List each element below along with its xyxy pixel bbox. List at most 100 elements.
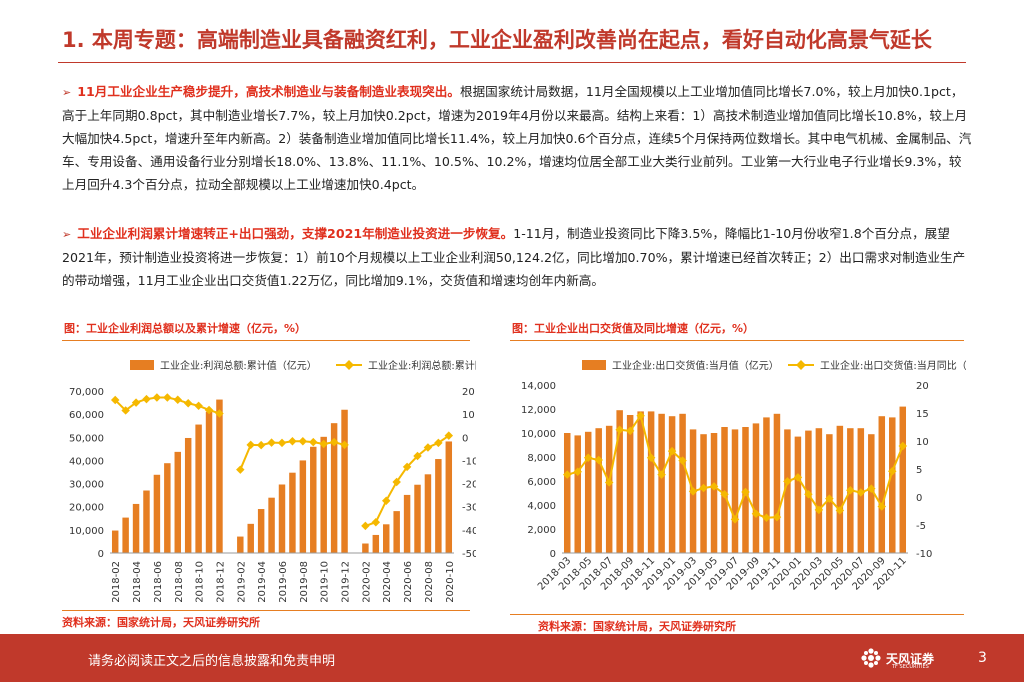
chart-1-source-rule	[62, 610, 470, 611]
y-left-tick-label: 70,000	[69, 387, 104, 398]
y-left-tick-label: 8,000	[527, 453, 556, 464]
point-2019-06	[277, 438, 287, 448]
point-2020-09	[877, 502, 887, 511]
x-tick-label: 2020-08	[424, 561, 435, 603]
point-2020-05	[835, 506, 845, 515]
point-2018-04	[573, 467, 582, 477]
y-right-tick-label: -5	[916, 521, 926, 532]
bar-2018-03	[122, 517, 129, 553]
logo-text: 天风证券	[886, 651, 935, 666]
chart-2-source: 资料来源：国家统计局，天风证券研究所	[538, 620, 736, 633]
point-2018-09	[625, 426, 635, 436]
point-2019-08	[298, 436, 308, 446]
bar-2020-09	[878, 416, 886, 553]
legend-bar-swatch	[130, 360, 154, 370]
bar-2019-05	[268, 497, 275, 553]
bar-2018-02	[111, 530, 119, 553]
bar-2019-08	[299, 460, 307, 553]
y-right-tick-label: 0	[916, 493, 922, 504]
y-right-tick-label: -20	[462, 480, 476, 491]
point-2019-09	[309, 437, 318, 447]
x-tick-label: 2020-06	[403, 561, 414, 603]
bar-2020-04	[826, 434, 833, 553]
point-2018-08	[173, 395, 183, 405]
y-right-tick-label: -50	[462, 549, 476, 560]
bar-2020-01	[794, 436, 802, 553]
bar-2020-11	[899, 406, 907, 553]
y-right-tick-label: 20	[462, 387, 475, 398]
bar-2018-10	[637, 411, 644, 553]
bar-2020-05	[836, 425, 844, 553]
point-2020-02	[361, 521, 370, 531]
flower-logo-icon	[861, 648, 881, 668]
x-tick-label: 2019-10	[320, 561, 331, 603]
point-2020-04	[825, 494, 834, 503]
paragraph-2: ➢ 工业企业利润累计增速转正+出口强劲，支撑2021年制造业投资进一步恢复。1-1…	[62, 222, 974, 292]
x-tick-label: 2020-02	[361, 561, 372, 603]
point-2020-04	[381, 496, 391, 505]
bar-2020-10	[445, 441, 453, 553]
bar-2019-05	[710, 433, 718, 553]
point-2019-08	[741, 487, 750, 497]
x-tick-label: 2018-02	[111, 561, 122, 603]
point-2020-06	[846, 486, 855, 495]
bar-2020-05	[393, 511, 400, 553]
point-2020-08	[423, 443, 433, 452]
paragraph-1-highlight: 11月工业企业生产稳步提升，高技术制造业与装备制造业表现突出。	[77, 84, 460, 99]
point-2020-03	[371, 517, 381, 527]
point-2019-04	[256, 440, 266, 450]
bar-2019-04	[700, 434, 707, 553]
chart-2-source-rule	[510, 614, 964, 615]
x-tick-label: 2020-10	[445, 561, 456, 603]
legend-bar-label: 工业企业:出口交货值:当月值（亿元）	[612, 359, 779, 372]
y-left-tick-label: 14,000	[521, 381, 556, 392]
logo-subtext: TF SECURITIES	[892, 664, 929, 670]
paragraph-2-highlight: 工业企业利润累计增速转正+出口强劲，支撑2021年制造业投资进一步恢复。	[77, 226, 514, 241]
bar-2018-07	[605, 425, 613, 553]
disclaimer-link[interactable]: 请务必阅读正文之后的信息披露和免责申明	[88, 654, 336, 669]
point-2019-11	[772, 512, 782, 522]
y-left-tick-label: 2,000	[527, 525, 556, 536]
point-2019-11	[329, 437, 339, 447]
point-2020-01	[793, 473, 803, 482]
point-2020-02	[804, 489, 813, 499]
legend-bar-label: 工业企业:利润总额:累计值（亿元）	[160, 359, 317, 372]
bar-2018-05	[143, 490, 150, 553]
point-2019-07	[730, 515, 740, 524]
point-2018-08	[615, 425, 624, 435]
bar-2019-11	[330, 423, 338, 553]
bar-2019-02	[237, 536, 244, 553]
point-2019-04	[699, 483, 708, 493]
y-right-tick-label: 0	[462, 433, 468, 444]
paragraph-1: ➢ 11月工业企业生产稳步提升，高技术制造业与装备制造业表现突出。根据国家统计局数…	[62, 80, 974, 196]
chart-2-title: 图：工业企业出口交货值及同比增速（亿元，%）	[512, 322, 755, 335]
legend-line-label: 工业企业:出口交货值:当月同比（%）	[820, 359, 966, 372]
y-right-tick-label: 10	[916, 437, 929, 448]
bar-2020-03	[372, 534, 380, 553]
chart-1-profit: 工业企业:利润总额:累计值（亿元） 工业企业:利润总额:累计同比（%） 70,000…	[69, 359, 476, 603]
y-right-tick-label: 20	[916, 381, 929, 392]
x-tick-label: 2019-08	[299, 561, 310, 603]
point-2020-10	[888, 466, 897, 476]
bar-2018-08	[174, 451, 181, 553]
paragraph-1-body: 根据国家统计局数据，11月全国规模以上工业增加值同比增长7.0%，较上月加快0.…	[62, 84, 972, 192]
x-tick-label: 2018-08	[174, 561, 185, 603]
y-right-tick-label: -10	[462, 456, 476, 467]
bar-2019-07	[731, 429, 739, 553]
y-left-tick-label: 12,000	[521, 405, 556, 416]
x-tick-label: 2018-04	[132, 561, 143, 603]
bar-2020-08	[868, 434, 875, 553]
point-2018-11	[204, 405, 214, 415]
y-right-tick-label: 15	[916, 409, 929, 420]
bar-2019-04	[257, 509, 265, 553]
point-2020-08	[867, 484, 876, 493]
bullet-arrow-icon: ➢	[62, 228, 72, 241]
paragraph-2-body: 1-11月，制造业投资同比下降3.5%，降幅比1-10月份收窄1.8个百分点，展…	[62, 226, 966, 288]
x-tick-label: 2018-06	[153, 561, 164, 603]
bar-2019-10	[320, 436, 327, 553]
point-2018-07	[163, 393, 172, 402]
bar-2019-12	[784, 429, 791, 553]
x-tick-label: 2020-04	[382, 561, 393, 603]
y-left-tick-label: 6,000	[527, 477, 556, 488]
bar-2020-06	[403, 494, 411, 553]
